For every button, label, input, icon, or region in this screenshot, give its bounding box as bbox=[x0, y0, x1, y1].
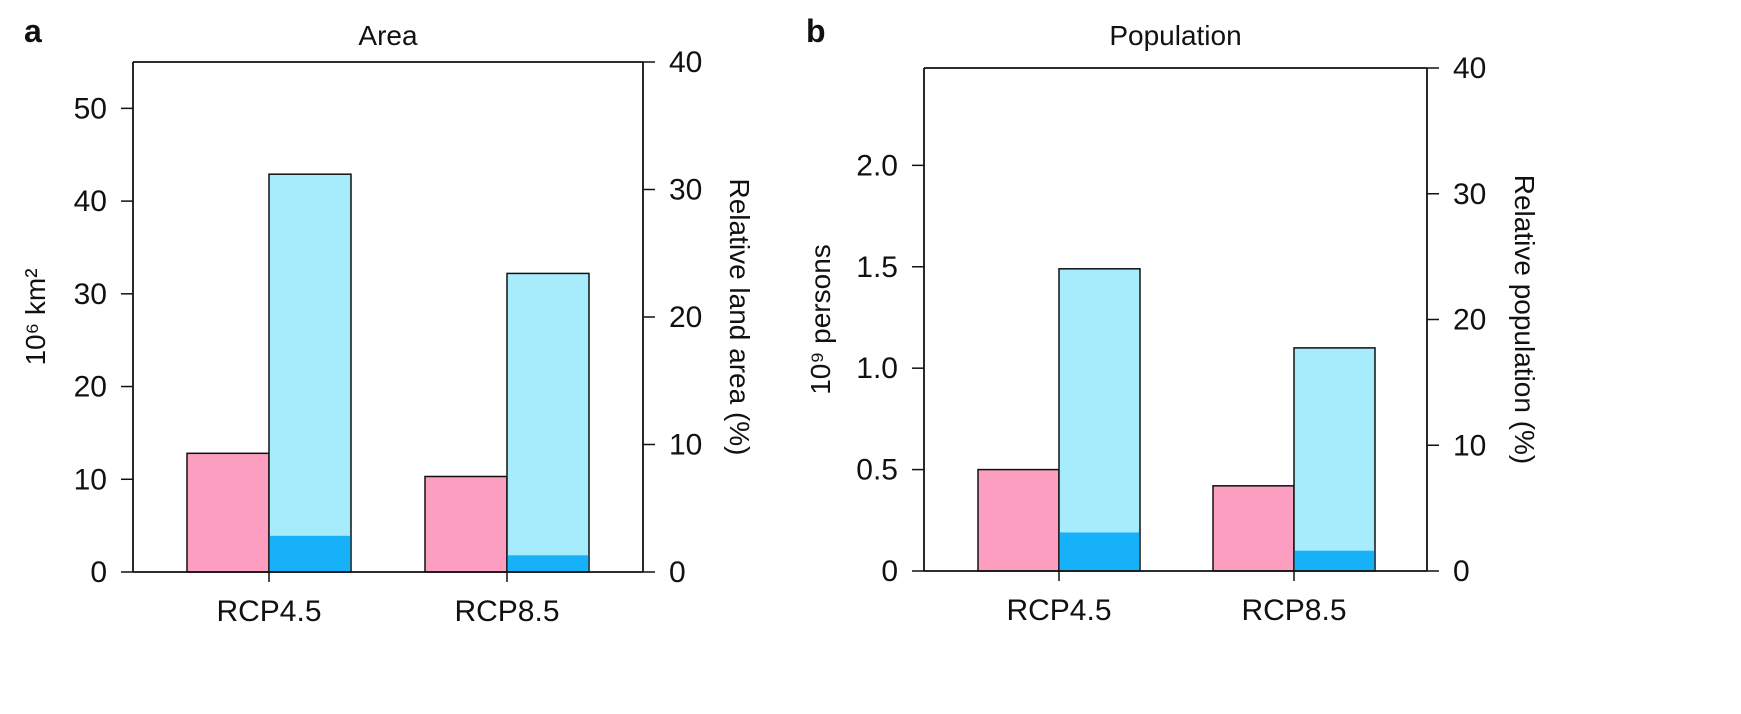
y-tick-label-left: 0.5 bbox=[856, 454, 898, 487]
y-tick-label-left: 0 bbox=[90, 556, 107, 589]
panel-a-area-chart: a Area RCP4.5 RCP8.5 0 10 20 30 40 50 0 10 20 30 40 10⁶… bbox=[20, 13, 755, 628]
x-tick-label: RCP4.5 bbox=[1006, 594, 1111, 627]
y-tick-label-right: 20 bbox=[669, 301, 702, 334]
bar-dark-blue-rcp45 bbox=[269, 535, 351, 572]
y-tick-label-right: 0 bbox=[669, 556, 686, 589]
bar-pink-rcp85 bbox=[1212, 485, 1295, 572]
x-tick-label: RCP4.5 bbox=[216, 595, 321, 628]
y-tick-label-right: 20 bbox=[1453, 304, 1486, 337]
bar-pink-rcp85 bbox=[424, 475, 508, 573]
y-tick-label-left: 30 bbox=[74, 278, 107, 311]
y-axis-title-left: 10⁶ km² bbox=[20, 268, 51, 365]
bar-light-blue-rcp45 bbox=[1058, 268, 1141, 572]
y-axis-title-right: Relative population (%) bbox=[1509, 175, 1540, 465]
y-tick-label-left: 1.0 bbox=[856, 352, 898, 385]
bar-light-blue-rcp85 bbox=[506, 272, 590, 573]
bar-pink-rcp45 bbox=[186, 452, 270, 573]
y-tick-label-left: 40 bbox=[74, 185, 107, 218]
y-tick-label-right: 40 bbox=[1453, 52, 1486, 85]
bar-dark-blue-rcp85 bbox=[507, 555, 589, 572]
y-axis-title-right: Relative land area (%) bbox=[724, 178, 755, 455]
y-tick-label-right: 10 bbox=[1453, 429, 1486, 462]
panel-letter: a bbox=[24, 13, 42, 49]
bar-light-blue-rcp45 bbox=[268, 173, 352, 573]
y-axis-title-left: 10⁹ persons bbox=[805, 244, 836, 395]
panel-b-population-chart: b Population RCP4.5 RCP8.5 0 0.5 1.0 1.5 2.0 0 10 2… bbox=[805, 13, 1540, 627]
y-tick-label-right: 0 bbox=[1453, 555, 1470, 588]
bar-light-blue-rcp85 bbox=[1293, 347, 1376, 572]
x-tick-label: RCP8.5 bbox=[454, 595, 559, 628]
y-tick-label-left: 10 bbox=[74, 463, 107, 496]
y-tick-label-right: 10 bbox=[669, 429, 702, 462]
panel-letter: b bbox=[806, 13, 826, 49]
y-tick-label-left: 1.5 bbox=[856, 251, 898, 284]
chart-title: Area bbox=[358, 20, 418, 51]
bar-dark-blue-rcp85 bbox=[1294, 550, 1375, 571]
x-tick-label: RCP8.5 bbox=[1241, 594, 1346, 627]
y-tick-label-right: 30 bbox=[1453, 178, 1486, 211]
y-tick-label-left: 2.0 bbox=[856, 149, 898, 182]
y-tick-label-right: 30 bbox=[669, 174, 702, 207]
y-tick-label-left: 50 bbox=[74, 92, 107, 125]
chart-title: Population bbox=[1109, 20, 1241, 51]
bar-pink-rcp45 bbox=[977, 468, 1060, 572]
bar-dark-blue-rcp45 bbox=[1059, 532, 1140, 571]
y-tick-label-left: 20 bbox=[74, 371, 107, 404]
y-tick-label-right: 40 bbox=[669, 46, 702, 79]
y-tick-label-left: 0 bbox=[881, 555, 898, 588]
